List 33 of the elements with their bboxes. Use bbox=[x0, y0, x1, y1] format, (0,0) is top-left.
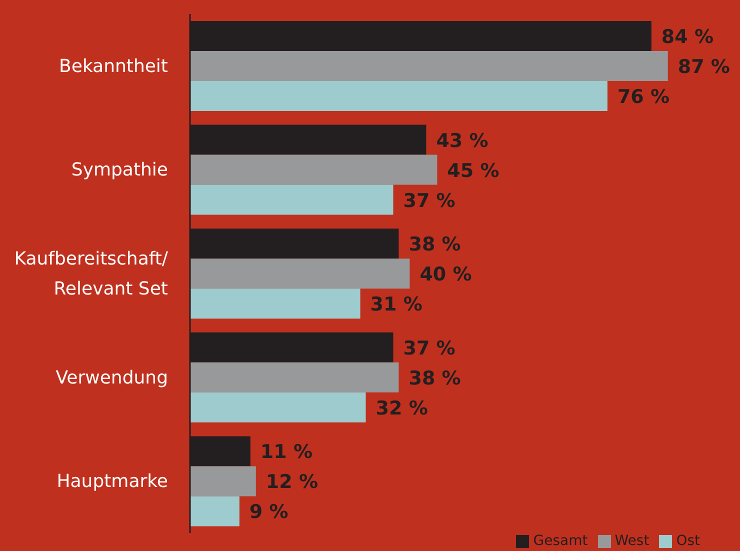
bar bbox=[190, 51, 668, 81]
data-label: 87 % bbox=[678, 56, 730, 78]
bar bbox=[190, 154, 438, 185]
bar bbox=[190, 362, 399, 392]
bar bbox=[190, 466, 256, 496]
bar bbox=[190, 184, 394, 215]
bar bbox=[190, 258, 410, 289]
bar bbox=[190, 392, 366, 422]
data-label: 31 % bbox=[370, 294, 422, 316]
y-tick-label: Hauptmarke bbox=[56, 471, 168, 492]
y-tick-label: Kaufbereitschaft/ Relevant Set bbox=[14, 248, 169, 300]
data-label: 45 % bbox=[447, 160, 500, 182]
bar bbox=[190, 496, 240, 526]
data-label: 11 % bbox=[260, 441, 313, 464]
data-label: 9 % bbox=[249, 501, 288, 524]
data-label: 40 % bbox=[420, 264, 472, 286]
data-label: 84 % bbox=[661, 26, 714, 48]
data-label: 38 % bbox=[408, 367, 461, 390]
bar bbox=[190, 81, 608, 111]
data-label: 37 % bbox=[403, 337, 456, 360]
bar bbox=[190, 288, 360, 319]
data-label: 43 % bbox=[436, 130, 488, 152]
data-label: 32 % bbox=[376, 397, 428, 420]
data-label: 37 % bbox=[403, 190, 456, 212]
data-label: 12 % bbox=[266, 471, 318, 494]
legend-label: Ost bbox=[676, 533, 700, 549]
y-tick-label: Sympathie bbox=[71, 160, 168, 181]
legend-label: West bbox=[614, 533, 650, 549]
y-tick-label: Bekanntheit bbox=[59, 56, 168, 77]
legend-label: Gesamt bbox=[533, 533, 588, 549]
data-label: 38 % bbox=[408, 234, 461, 256]
y-tick-label: Verwendung bbox=[56, 367, 168, 388]
data-label: 76 % bbox=[617, 86, 670, 108]
